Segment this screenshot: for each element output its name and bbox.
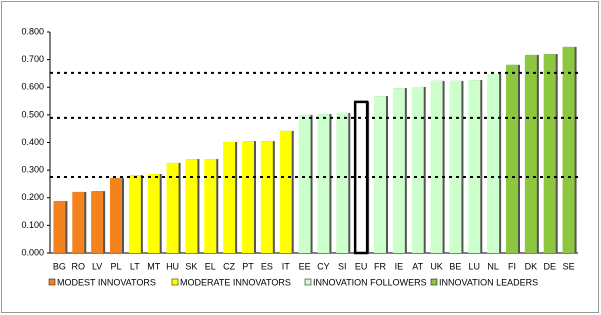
x-tick-label: BG [53,261,66,271]
bar [562,46,575,254]
legend-swatch [48,278,56,286]
x-tick-label: DK [525,261,538,271]
y-tick-label: 0.200 [21,192,44,202]
bar [185,159,198,253]
x-tick-label: SE [563,261,575,271]
bar [336,112,349,253]
y-tick-label: 0.300 [21,165,44,175]
x-tick-label: SK [185,261,197,271]
x-tick-label: ES [261,261,273,271]
bar [53,201,66,253]
bar [411,86,424,253]
y-tick-label: 0.500 [21,109,44,119]
x-tick-label: LU [469,261,481,271]
bar [543,54,556,253]
bar [147,173,160,253]
x-tick-label: MT [147,261,160,271]
x-tick-label: RO [72,261,86,271]
bar [449,80,462,254]
x-tick-label: PL [110,261,121,271]
x-tick-label: FR [374,261,386,271]
x-tick-label: SI [338,261,347,271]
y-tick-label: 0.400 [21,137,44,147]
x-tick-label: IE [395,261,404,271]
bar [204,159,217,253]
x-tick-label: NL [487,261,499,271]
x-tick-label: FI [508,261,516,271]
bar [91,191,104,253]
bar [506,64,518,253]
x-tick-label: AT [412,261,423,271]
legend-label: INNOVATION FOLLOWERS [313,277,427,287]
y-tick-label: 0.700 [21,54,44,64]
bar [317,114,330,253]
x-tick-label: LV [92,261,102,271]
x-tick-label: EE [299,261,311,271]
x-tick-label: UK [430,261,443,271]
y-tick-label: 0.600 [21,82,44,92]
x-tick-label: EU [355,261,368,271]
x-tick-label: HU [166,261,179,271]
legend-swatch [430,278,438,286]
x-tick-label: CY [317,261,330,271]
bar [128,175,141,253]
bar [72,191,85,253]
x-tick-label: LT [130,261,140,271]
x-tick-label: IT [282,261,291,271]
x-tick-label: PT [242,261,254,271]
bar [110,178,122,253]
y-tick-label: 0.800 [21,26,44,36]
bar [524,54,537,254]
legend-swatch [304,278,312,286]
legend-swatch [171,278,179,286]
bar [468,80,481,253]
bar [223,141,236,253]
x-tick-label: DE [543,261,556,271]
x-tick-label: BE [449,261,461,271]
x-tick-label: EL [205,261,216,271]
bar [279,130,292,253]
y-tick-label: 0.100 [21,220,44,230]
bar [374,96,386,253]
x-tick-label: CZ [223,261,235,271]
legend-label: MODEST INNOVATORS [57,277,156,287]
bar [166,162,179,253]
bar [487,73,500,254]
bar [298,114,311,253]
y-tick-label: 0.000 [21,247,44,257]
bar [242,141,254,253]
bar [260,141,273,253]
legend-label: INNOVATION LEADERS [439,277,538,287]
legend-label: MODERATE INNOVATORS [180,277,291,287]
bar [392,88,405,253]
bar [430,80,443,254]
